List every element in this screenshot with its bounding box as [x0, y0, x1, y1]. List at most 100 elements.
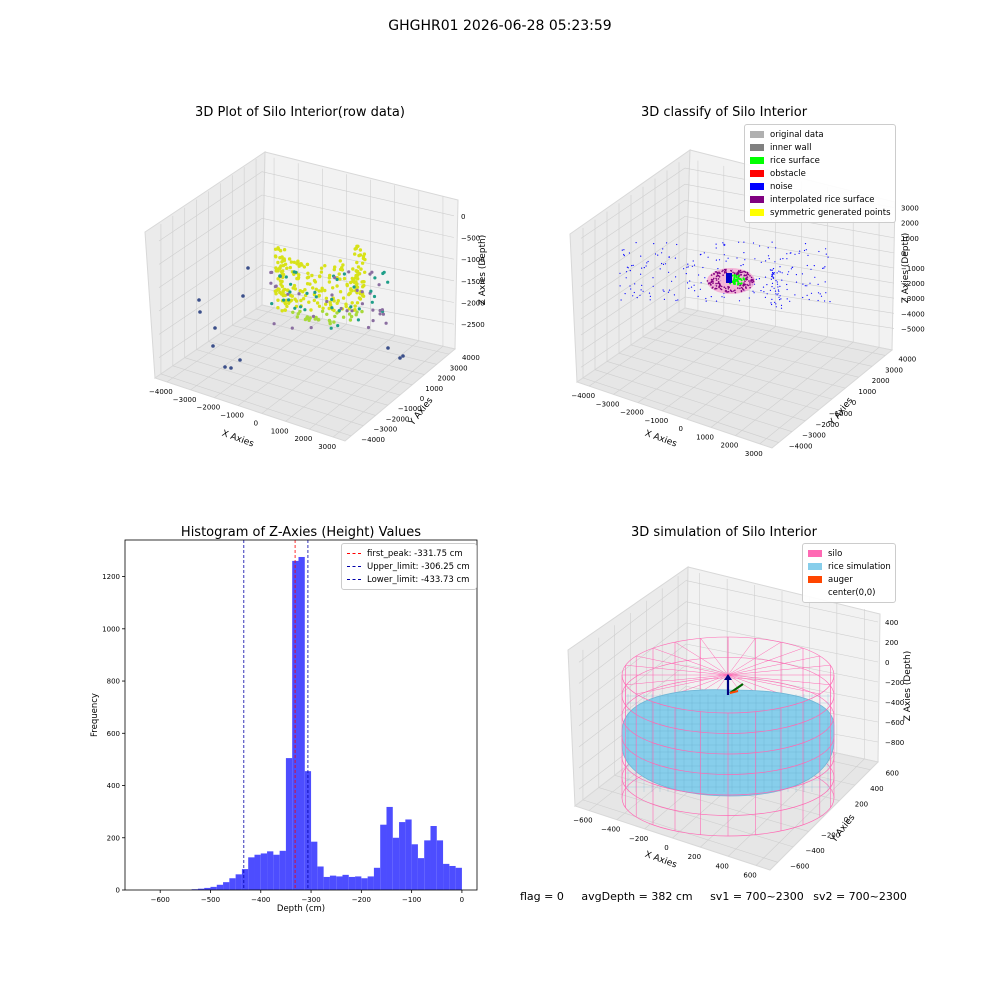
data-point [332, 320, 336, 324]
data-point [319, 270, 324, 274]
noise-point [743, 252, 745, 254]
data-point [386, 280, 390, 284]
noise-point [654, 253, 657, 255]
data-point [351, 279, 355, 283]
p1-y-tick-label: 3000 [450, 364, 468, 372]
data-point [345, 309, 349, 313]
data-point [337, 309, 341, 313]
data-point [317, 304, 322, 308]
interpolated-point [726, 291, 729, 293]
x-axis-label: X Axies [643, 850, 678, 871]
noise-point [808, 298, 810, 301]
data-point [360, 290, 364, 294]
data-point [318, 274, 322, 278]
legend-line-sample [347, 553, 361, 554]
interpolated-point [730, 270, 733, 272]
data-point [211, 344, 215, 348]
interpolated-point [732, 290, 735, 292]
data-point [362, 252, 367, 256]
data-point [356, 244, 360, 248]
y-tick-label: 1200 [102, 573, 120, 581]
noise-point [624, 293, 626, 295]
interpolated-point [727, 288, 730, 290]
p4-y-tick-label: −200 [821, 831, 840, 839]
p1-y-tick-label: −3000 [373, 426, 397, 434]
interpolated-point [751, 279, 754, 281]
data-point [273, 247, 278, 251]
p2-x-tick-label: −3000 [596, 400, 620, 408]
noise-point [774, 301, 776, 303]
y-ticks: 0 200 400 600 800 1000 1200 [102, 573, 125, 895]
noise-point [779, 258, 781, 260]
data-point [198, 310, 202, 314]
interpolated-point [749, 286, 751, 289]
interpolated-point [731, 290, 733, 293]
noise-point [773, 287, 775, 289]
data-point [305, 315, 309, 319]
data-point [282, 298, 286, 302]
data-point [297, 292, 301, 296]
noise-point [807, 254, 809, 256]
data-point [350, 301, 354, 305]
noise-point [649, 295, 651, 297]
interpolated-point [722, 269, 724, 272]
chart-title: 3D classify of Silo Interior [641, 105, 808, 120]
p1-x-tick-label: 1000 [271, 427, 289, 435]
data-point [324, 296, 329, 300]
noise-point [671, 280, 673, 282]
data-point [307, 318, 311, 322]
data-point [311, 286, 315, 290]
p2-y-tick-label: 1000 [858, 388, 876, 396]
interpolated-point [748, 280, 750, 282]
data-point [398, 356, 402, 360]
data-point [288, 290, 292, 294]
p2-z-tick-label: −4000 [901, 310, 925, 318]
p1-z-tick-label: −1000 [461, 256, 485, 264]
data-point [280, 309, 284, 313]
noise-point [753, 292, 755, 294]
p2-x-tick-label: −2000 [620, 409, 644, 417]
legend-entry: interpolated rice surface [750, 193, 890, 206]
flag-value: flag = 0 [520, 890, 564, 903]
noise-point [623, 255, 625, 257]
data-point [291, 310, 295, 314]
noise-point [806, 285, 808, 287]
interpolated-point [713, 273, 715, 275]
data-point [348, 291, 352, 295]
noise-point [619, 285, 621, 287]
legend-label: obstacle [770, 168, 806, 179]
interpolated-point [718, 282, 721, 285]
noise-point [648, 292, 651, 294]
noise-point [767, 247, 769, 249]
figure-title: GHGHR01 2026-06-28 05:23:59 [388, 18, 612, 34]
data-point [325, 299, 329, 304]
noise-point [825, 292, 827, 294]
noise-point [779, 285, 781, 287]
noise-point [694, 290, 696, 292]
data-point [356, 318, 360, 322]
data-point [336, 324, 340, 328]
legend-entry: symmetric generated points [750, 206, 891, 219]
p2-x-tick-label: 3000 [745, 450, 763, 458]
p2-x-tick-label: −4000 [571, 392, 595, 400]
noise-point [619, 272, 621, 274]
data-point [330, 297, 334, 301]
data-point [308, 282, 312, 286]
data-point [276, 306, 280, 310]
data-point [359, 267, 363, 271]
noise-point [772, 276, 774, 278]
legend-label: noise [770, 181, 793, 192]
p1-z-tick-label: −500 [461, 235, 480, 243]
p4-y-tick-label: 400 [870, 785, 883, 793]
legend-label: rice surface [770, 155, 820, 166]
data-point [341, 263, 345, 267]
noise-point [663, 298, 665, 300]
noise-point [664, 263, 667, 265]
data-point [354, 280, 358, 284]
noise-point [717, 268, 719, 270]
noise-point [802, 283, 804, 285]
data-point [381, 312, 385, 316]
data-point [342, 276, 347, 281]
data-point [295, 315, 299, 319]
noise-point [705, 297, 707, 300]
